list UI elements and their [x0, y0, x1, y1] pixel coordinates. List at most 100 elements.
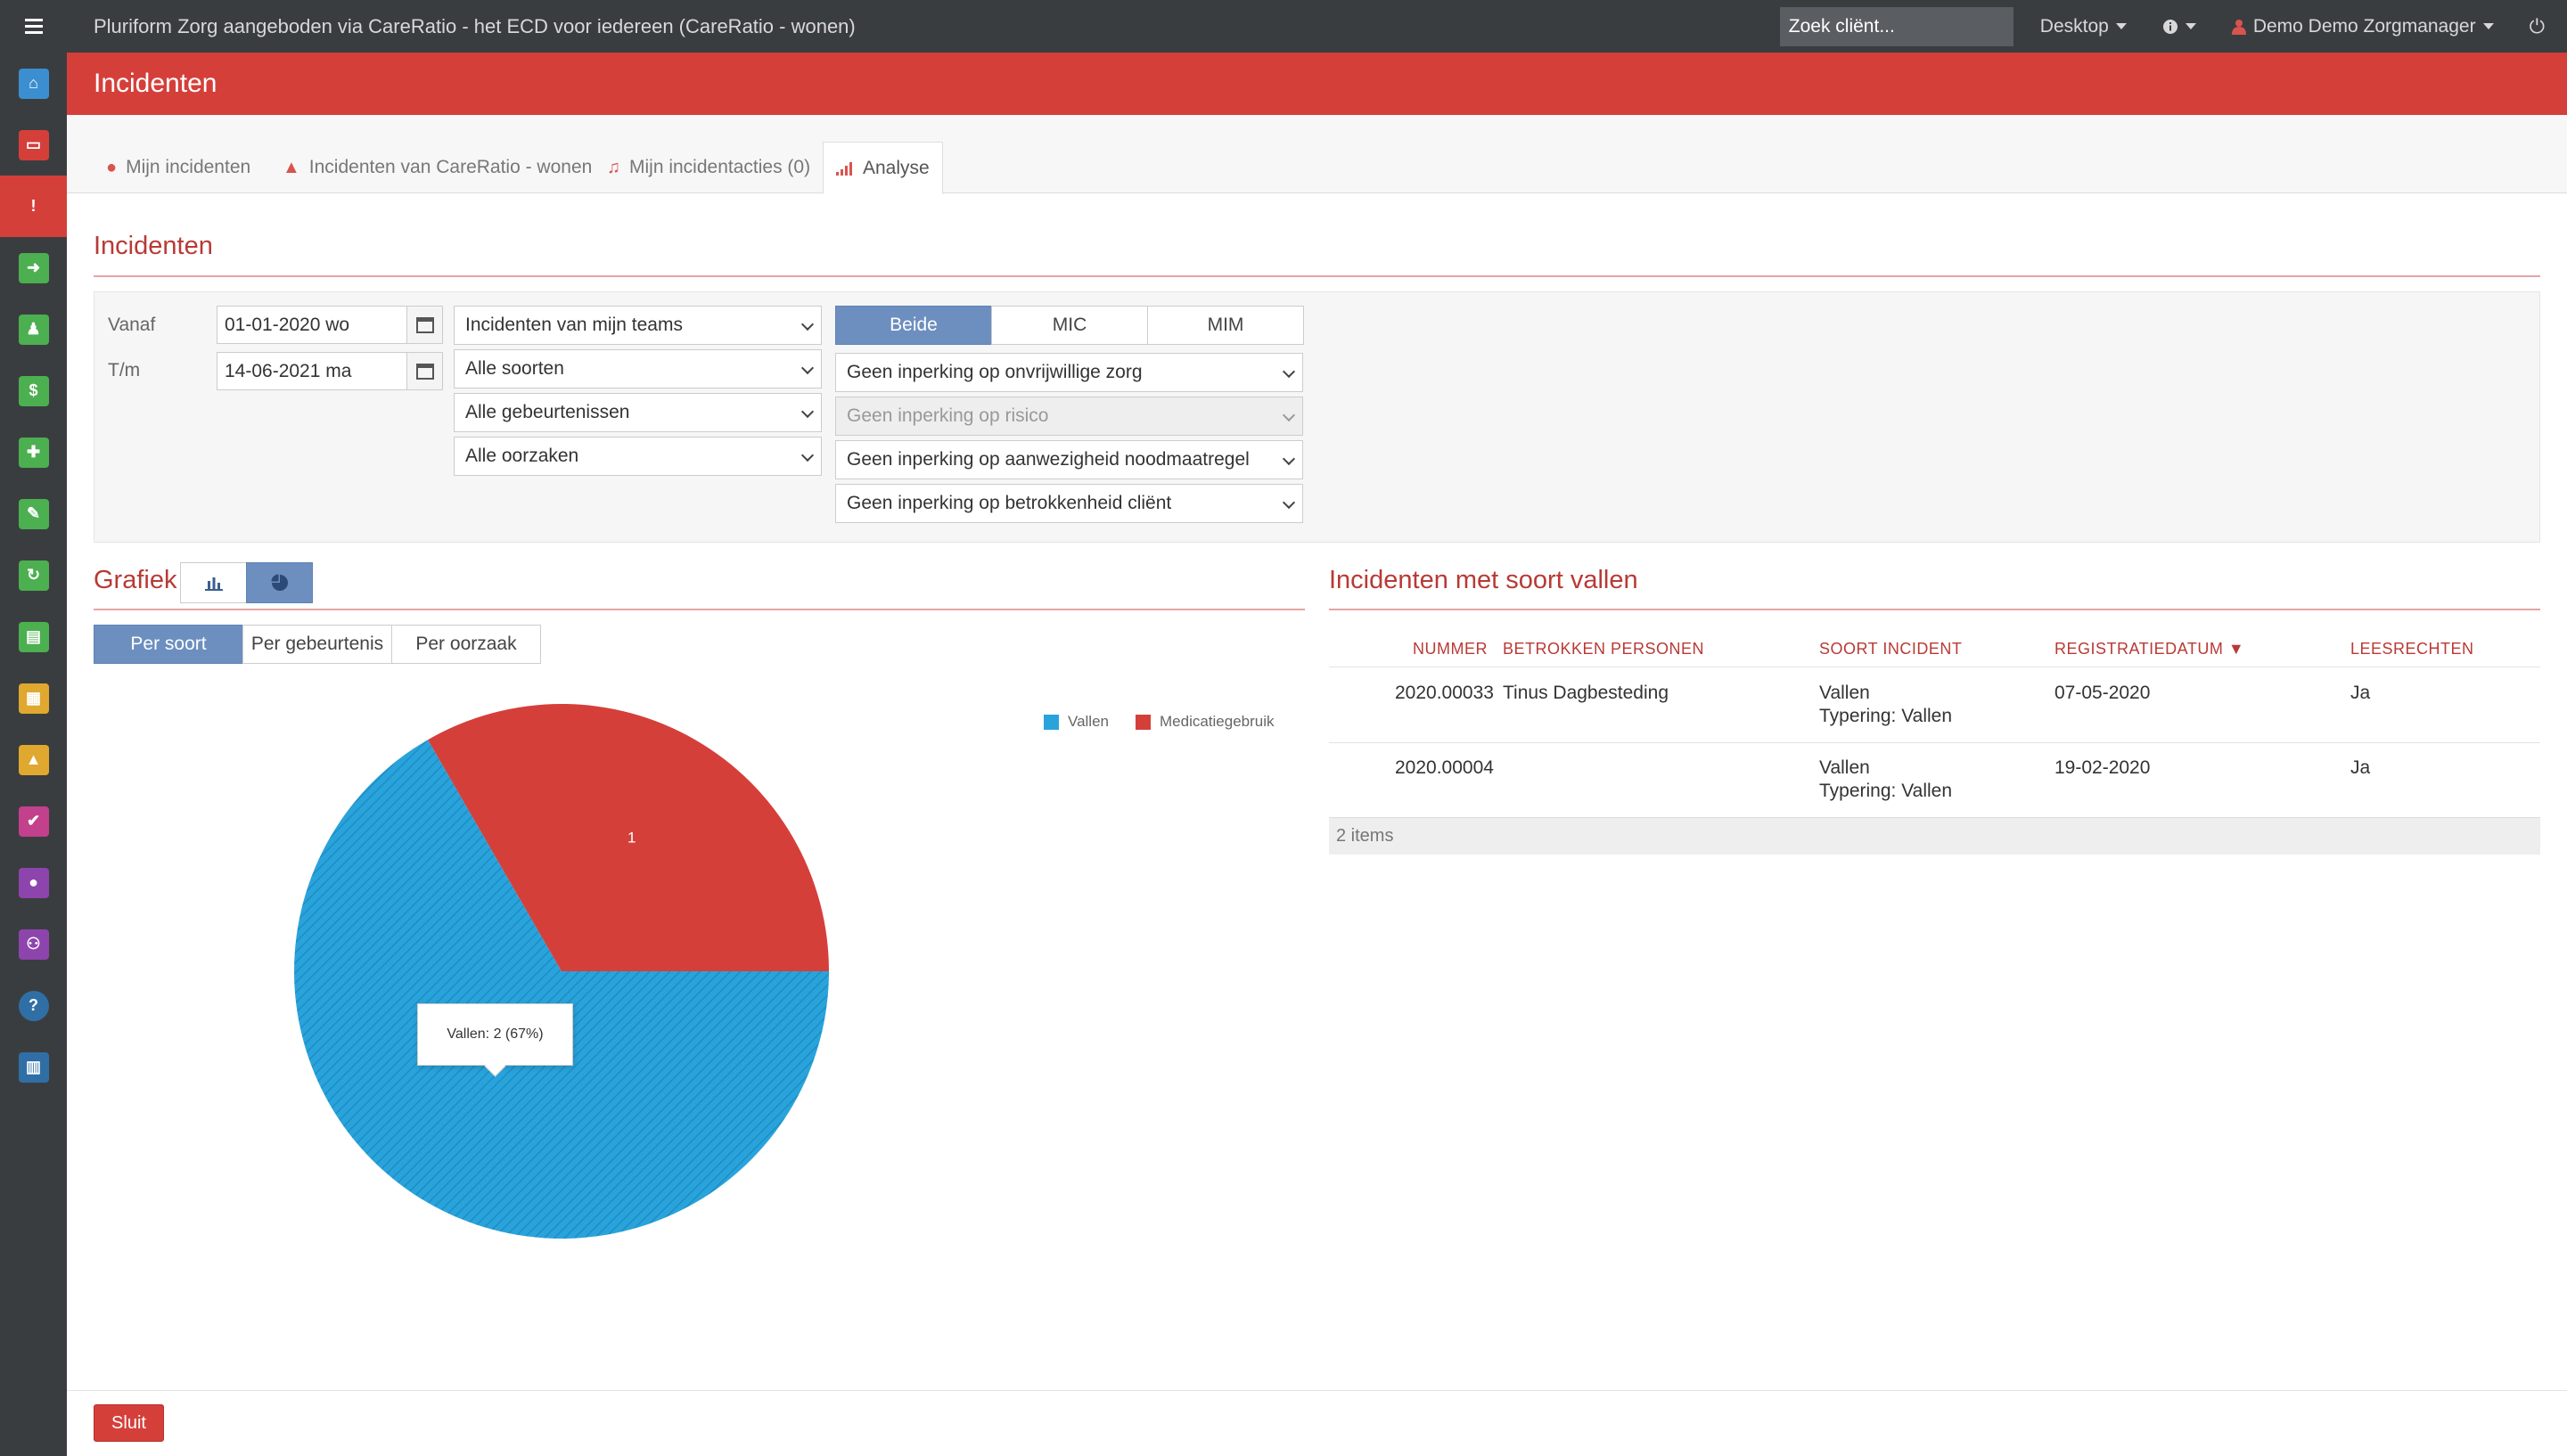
pie-chart-button[interactable]: [246, 562, 313, 603]
pie-slice-vallen[interactable]: [294, 740, 830, 1239]
header-leesrechten[interactable]: LEESRECHTEN: [2350, 640, 2474, 658]
toggle-beide[interactable]: Beide: [835, 306, 992, 345]
info-dropdown[interactable]: [2162, 19, 2196, 35]
teams-select[interactable]: Incidenten van mijn teams: [454, 306, 822, 345]
tab-label: Analyse: [863, 157, 930, 178]
chevron-down-icon: [800, 317, 815, 331]
user-dropdown[interactable]: Demo Demo Zorgmanager: [2231, 16, 2494, 37]
vanaf-date-value: 01-01-2020 wo: [225, 314, 350, 335]
header-nummer[interactable]: NUMMER: [1413, 640, 1488, 658]
sidebar-item-person[interactable]: ♟: [0, 299, 67, 360]
user-icon: ●: [106, 157, 118, 177]
mic-mim-toggle: Beide MIC MIM: [835, 306, 1304, 345]
tab-analyse[interactable]: Analyse: [823, 142, 943, 194]
noodmaatregel-select[interactable]: Geen inperking op aanwezigheid noodmaatr…: [835, 440, 1303, 479]
sidebar-item-puzzle[interactable]: ✚: [0, 421, 67, 483]
bar-chart-button[interactable]: [180, 562, 247, 603]
desktop-dropdown[interactable]: Desktop: [2040, 16, 2127, 37]
cell-nummer: 2020.00033: [1395, 683, 1494, 703]
vanaf-date-field[interactable]: 01-01-2020 wo: [217, 306, 443, 344]
cell-nummer: 2020.00004: [1395, 757, 1494, 778]
tab-bar: ● Mijn incidenten ▲ Incidenten van CareRat…: [67, 115, 2567, 194]
risico-value: Geen inperking op risico: [847, 405, 1049, 426]
legend-swatch: [1044, 714, 1059, 730]
onvrijwillige-zorg-select[interactable]: Geen inperking op onvrijwillige zorg: [835, 353, 1303, 392]
teams-select-value: Incidenten van mijn teams: [465, 315, 683, 335]
section-divider: [94, 275, 2540, 277]
inbox-icon: ▭: [18, 129, 49, 160]
user-icon: [2231, 19, 2246, 35]
client-search[interactable]: [1779, 6, 2030, 46]
sidebar-item-user[interactable]: ●: [0, 852, 67, 913]
sidebar-item-group[interactable]: ⚇: [0, 913, 67, 975]
header-soort-incident[interactable]: SOORT INCIDENT: [1819, 640, 1963, 658]
toggle-mic[interactable]: MIC: [991, 306, 1148, 345]
legend-item-vallen[interactable]: Vallen: [1044, 713, 1109, 731]
onvrijwillige-zorg-value: Geen inperking op onvrijwillige zorg: [847, 362, 1143, 382]
header-betrokken-personen[interactable]: BETROKKEN PERSONEN: [1503, 640, 1705, 658]
cell-soort: Vallen: [1819, 683, 1870, 703]
calendar-icon[interactable]: [406, 307, 442, 343]
legend-item-medicatiegebruik[interactable]: Medicatiegebruik: [1136, 713, 1275, 731]
per-gebeurtenis-button[interactable]: Per gebeurtenis: [242, 625, 392, 664]
grouping-toggle: Per soort Per gebeurtenis Per oorzaak: [94, 625, 541, 664]
page-header: Incidenten: [67, 53, 2567, 115]
toggle-mim[interactable]: MIM: [1147, 306, 1304, 345]
tab-mijn-incidentacties[interactable]: ♫ Mijn incidentacties (0): [595, 142, 823, 193]
cell-datum: 07-05-2020: [2054, 683, 2151, 703]
tab-label: Incidenten van CareRatio - wonen: [308, 157, 593, 177]
sidebar-item-help[interactable]: ?: [0, 975, 67, 1036]
car-icon: ▲: [18, 744, 49, 775]
sidebar-item-car[interactable]: ▲: [0, 729, 67, 790]
sidebar-item-pencil[interactable]: ✎: [0, 483, 67, 544]
pie-slice-medicatiegebruik[interactable]: [428, 703, 829, 971]
risico-select: Geen inperking op risico: [835, 397, 1303, 436]
person-icon: ♟: [18, 314, 49, 345]
money-icon: $: [18, 375, 49, 406]
sidebar-item-check[interactable]: ✔: [0, 790, 67, 852]
chart-icon: ▥: [18, 1051, 49, 1083]
header-registratiedatum[interactable]: REGISTRATIEDATUM ▼: [2054, 640, 2244, 658]
user-icon: ●: [18, 867, 49, 898]
sidebar-item-warning[interactable]: !: [0, 176, 67, 237]
search-input[interactable]: [1788, 15, 2030, 37]
per-oorzaak-button[interactable]: Per oorzaak: [391, 625, 541, 664]
per-soort-button[interactable]: Per soort: [94, 625, 243, 664]
power-icon[interactable]: ⏻: [2529, 14, 2545, 37]
sidebar-item-inbox[interactable]: ▭: [0, 114, 67, 176]
sidebar-item-sign-in[interactable]: ➜: [0, 237, 67, 299]
chevron-down-icon: [1282, 364, 1296, 379]
chart-type-toggle: [180, 562, 313, 603]
sidebar-item-calendar[interactable]: ▦: [0, 667, 67, 729]
sidebar-item-money[interactable]: $: [0, 360, 67, 421]
tab-incidenten-careratio[interactable]: ▲ Incidenten van CareRatio - wonen: [270, 142, 604, 193]
page-title: Incidenten: [94, 69, 217, 98]
pie-chart-icon: [271, 574, 288, 591]
sidebar-item-chart[interactable]: ▥: [0, 1036, 67, 1098]
cell-datum: 19-02-2020: [2054, 757, 2151, 778]
tm-date-field[interactable]: 14-06-2021 ma: [217, 352, 443, 390]
sign-in-icon: ➜: [18, 252, 49, 283]
sidebar-item-home[interactable]: ⌂: [0, 53, 67, 114]
cell-typering: Typering: Vallen: [1819, 706, 1953, 726]
sidebar-item-refresh[interactable]: ↻: [0, 544, 67, 606]
oorzaken-select[interactable]: Alle oorzaken: [454, 437, 822, 476]
pencil-icon: ✎: [18, 498, 49, 529]
sidebar-item-document[interactable]: ▤: [0, 606, 67, 667]
chevron-down-icon: [1282, 452, 1296, 466]
menu-icon[interactable]: [0, 0, 67, 53]
puzzle-icon: ✚: [18, 437, 49, 468]
group-icon: ⚇: [18, 928, 49, 960]
tab-mijn-incidenten[interactable]: ● Mijn incidenten: [94, 142, 263, 193]
chevron-down-icon: [800, 448, 815, 462]
bell-icon: ♫: [607, 157, 620, 177]
app-title: Pluriform Zorg aangeboden via CareRatio …: [94, 14, 856, 37]
close-button[interactable]: Sluit: [94, 1404, 164, 1442]
calendar-icon[interactable]: [406, 353, 442, 389]
desktop-label: Desktop: [2039, 15, 2109, 37]
betrokkenheid-select[interactable]: Geen inperking op betrokkenheid cliënt: [835, 484, 1303, 523]
grafiek-divider: [94, 609, 1305, 610]
gebeurtenissen-select[interactable]: Alle gebeurtenissen: [454, 393, 822, 432]
soorten-select[interactable]: Alle soorten: [454, 349, 822, 389]
home-icon: ⌂: [18, 68, 49, 99]
